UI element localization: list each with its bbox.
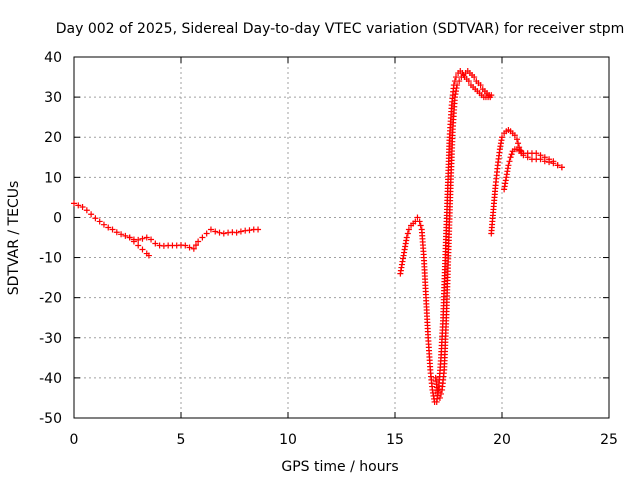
chart-title: Day 002 of 2025, Sidereal Day-to-day VTE… [56, 21, 625, 37]
data-point [554, 162, 561, 169]
data-point [186, 244, 193, 251]
y-tick-label: -10 [39, 251, 62, 267]
data-point [546, 156, 553, 163]
axis-ticks [73, 56, 610, 419]
x-tick-labels: 0 5 10 15 20 25 [70, 432, 618, 448]
data-point [96, 218, 103, 225]
data-point [192, 242, 199, 249]
data-point [139, 235, 146, 242]
data-point [203, 230, 210, 237]
x-tick-label: 0 [70, 432, 79, 448]
data-point [505, 162, 512, 169]
data-point [145, 252, 152, 259]
y-tick-label: 20 [44, 130, 62, 146]
data-point [511, 132, 518, 139]
y-axis-label: SDTVAR / TECUs [6, 181, 22, 296]
data-point [152, 240, 159, 247]
data-point [220, 230, 227, 237]
data-point [438, 390, 445, 397]
data-point [100, 221, 107, 228]
data-points [71, 68, 565, 405]
y-tick-label: 0 [53, 210, 62, 226]
data-point [237, 228, 244, 235]
y-tick-label: -50 [39, 411, 62, 427]
data-point [207, 226, 214, 233]
data-point [139, 246, 146, 253]
data-point [533, 150, 540, 157]
data-point [109, 226, 116, 233]
data-point [199, 234, 206, 241]
y-tick-label: 40 [44, 50, 62, 66]
data-point [508, 151, 515, 158]
grid-lines [74, 57, 609, 418]
data-point [105, 224, 112, 231]
data-point [148, 236, 155, 243]
data-point [233, 229, 240, 236]
y-tick-label: 10 [44, 170, 62, 186]
data-point [558, 164, 565, 171]
data-point [452, 74, 459, 81]
data-point [436, 394, 443, 401]
data-point [404, 230, 411, 237]
data-point [454, 82, 461, 89]
data-point [122, 232, 129, 239]
y-tick-label: -30 [39, 331, 62, 347]
x-tick-label: 15 [386, 432, 404, 448]
data-point [182, 242, 189, 249]
data-point [255, 226, 262, 233]
data-point [246, 227, 253, 234]
data-point [88, 211, 95, 218]
x-tick-label: 10 [279, 432, 297, 448]
data-point [414, 214, 421, 221]
data-point [515, 140, 522, 147]
data-point [195, 238, 202, 245]
y-tick-label: -20 [39, 291, 62, 307]
data-point [477, 82, 484, 89]
data-point [135, 242, 142, 249]
data-point [537, 152, 544, 159]
data-point [456, 78, 463, 85]
data-point [550, 158, 557, 165]
data-point [417, 222, 424, 229]
x-tick-label: 5 [177, 432, 186, 448]
data-point [499, 134, 505, 141]
data-point [71, 200, 77, 207]
x-tick-label: 20 [493, 432, 511, 448]
data-point [405, 226, 412, 233]
data-point [465, 78, 472, 85]
data-point [75, 202, 82, 209]
data-point [135, 236, 142, 243]
data-point [83, 207, 90, 214]
data-point [506, 158, 513, 165]
data-point [507, 154, 514, 161]
data-point [471, 74, 478, 81]
data-point [416, 218, 423, 225]
y-tick-label: -40 [39, 371, 62, 387]
data-point [92, 215, 99, 222]
plot-frame [73, 56, 610, 419]
data-point [113, 229, 120, 236]
x-tick-label: 25 [600, 432, 618, 448]
data-point [143, 234, 150, 241]
data-point [488, 92, 495, 99]
y-tick-label: 30 [44, 90, 62, 106]
data-point [216, 229, 223, 236]
data-point [403, 234, 410, 241]
x-axis-label: GPS time / hours [281, 459, 398, 475]
data-point [79, 204, 86, 211]
data-point [212, 228, 219, 235]
data-point [513, 136, 520, 143]
y-tick-labels: -50 -40 -30 -20 -10 0 10 20 30 40 [39, 50, 62, 427]
data-point [118, 231, 125, 238]
data-point [126, 234, 133, 241]
data-point [541, 154, 548, 161]
data-point [190, 245, 197, 252]
